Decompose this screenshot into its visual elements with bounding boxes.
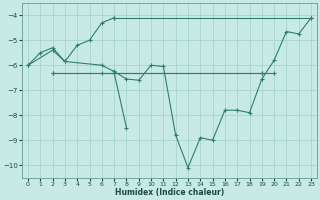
X-axis label: Humidex (Indice chaleur): Humidex (Indice chaleur)	[115, 188, 224, 197]
